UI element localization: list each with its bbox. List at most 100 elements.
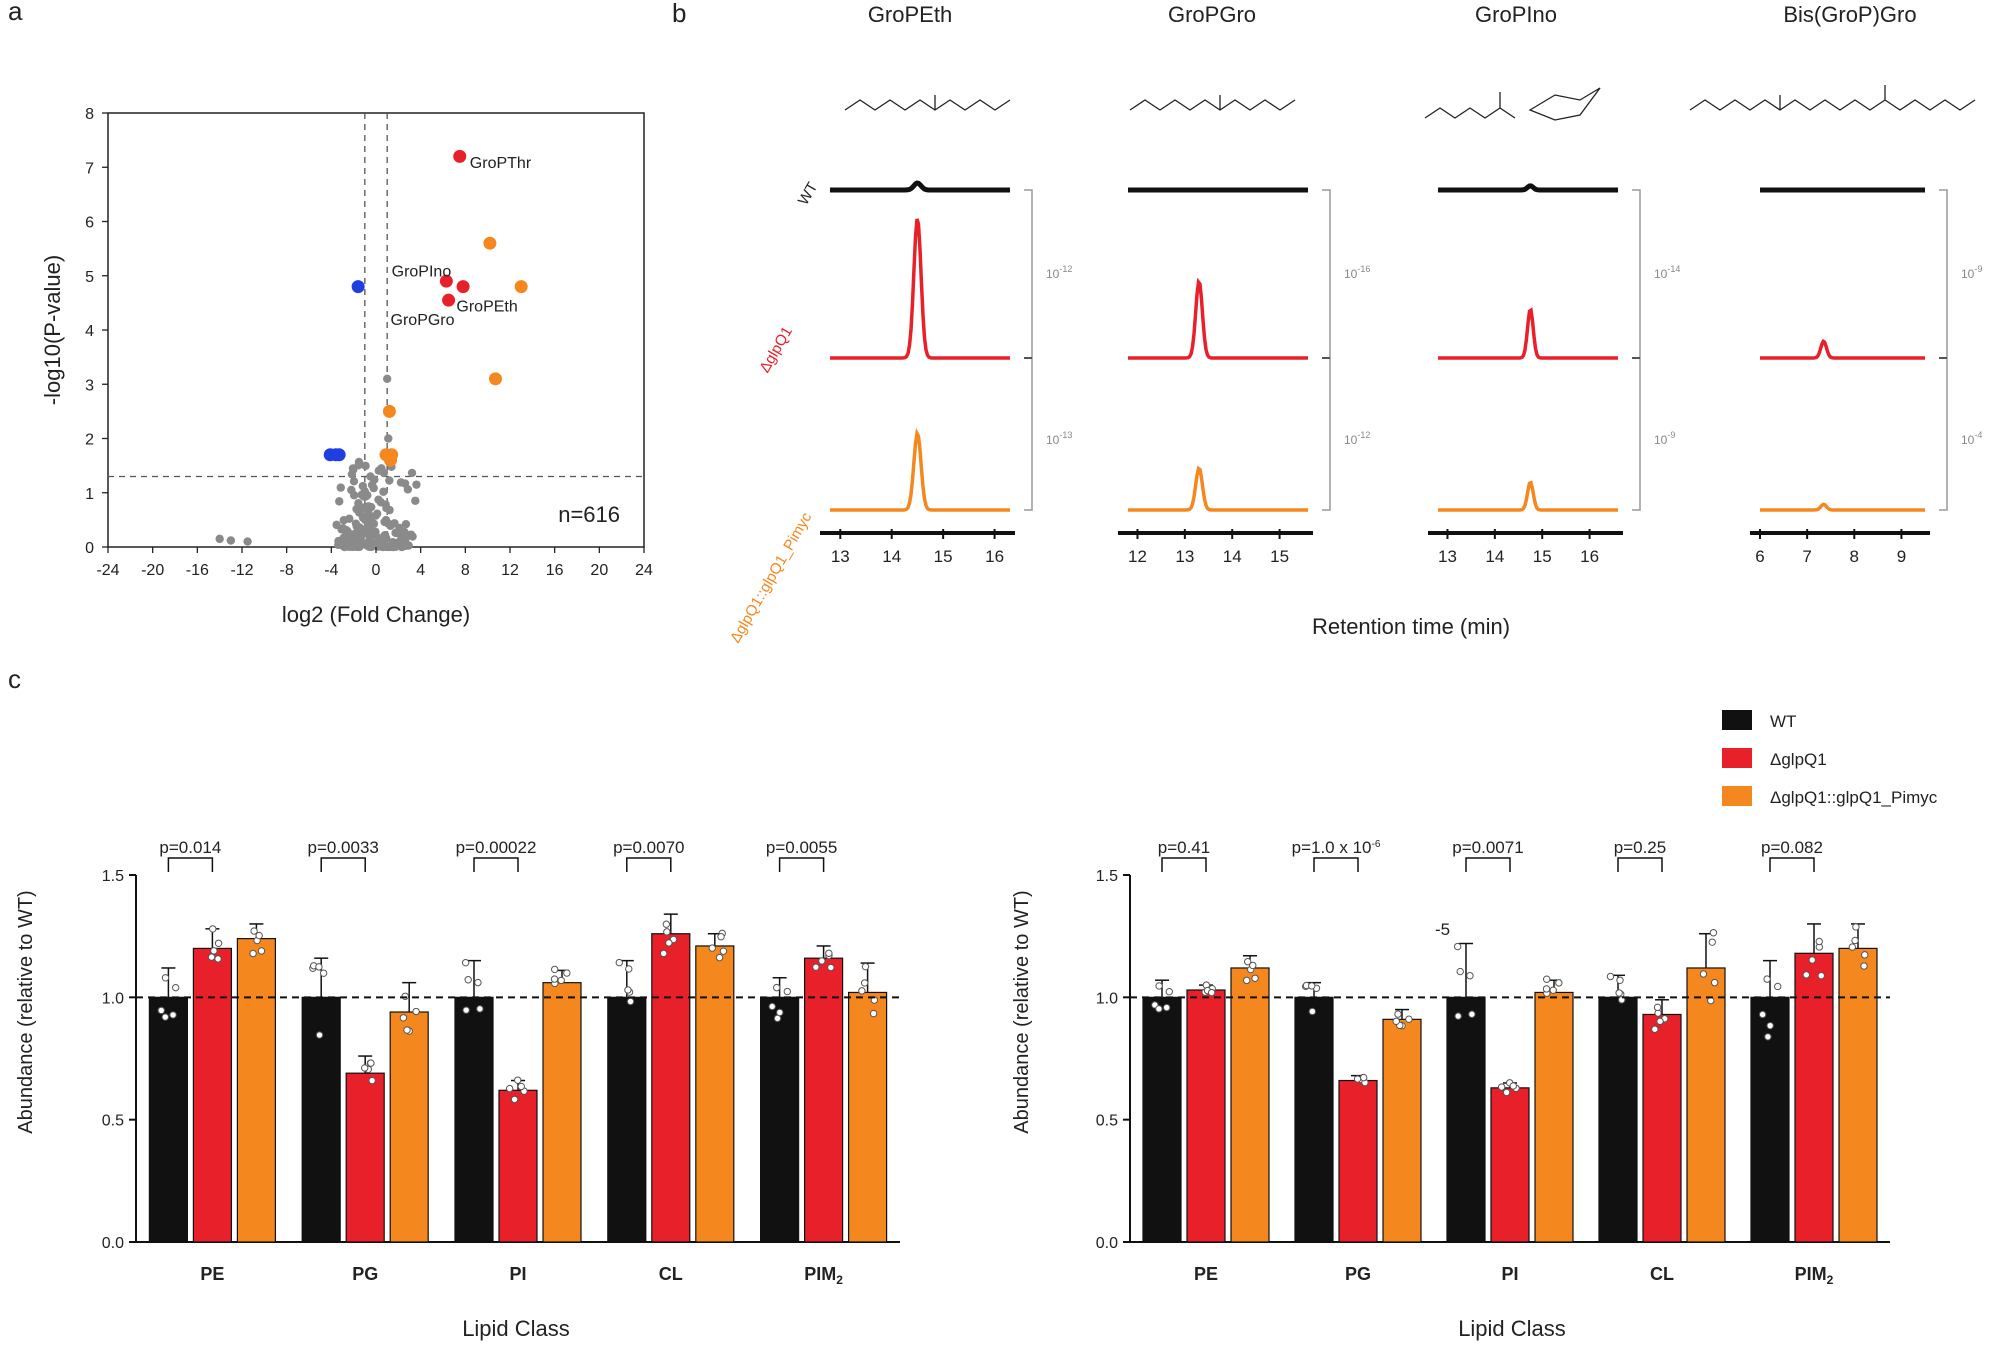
replicate-point bbox=[1707, 996, 1715, 1005]
y-tick-label: 0.5 bbox=[1096, 1113, 1118, 1130]
pvalue-label: p=0.0070 bbox=[613, 838, 684, 857]
point-grey bbox=[345, 514, 354, 523]
replicate-point bbox=[550, 975, 559, 983]
legend-label-ko: ΔglpQ1 bbox=[1770, 750, 1827, 769]
replicate-point bbox=[1249, 961, 1257, 970]
point-grey bbox=[371, 511, 381, 520]
scale-exponent-upper: -12 bbox=[1059, 264, 1072, 274]
replicate-point bbox=[514, 1076, 522, 1084]
replicate-point bbox=[1394, 1010, 1402, 1018]
replicate-point bbox=[1861, 951, 1869, 959]
trace-row-1 bbox=[830, 218, 1010, 360]
x-tick-label: 24 bbox=[635, 562, 653, 579]
point-grey bbox=[336, 483, 345, 492]
replicate-point bbox=[557, 976, 565, 985]
x-tick-label: 8 bbox=[461, 562, 470, 579]
replicate-point bbox=[624, 986, 632, 994]
bars-right-ylabel: Abundance (relative to WT) bbox=[1011, 890, 1033, 1133]
molecule-structures bbox=[844, 85, 1976, 121]
bar-ΔglpQ1 bbox=[803, 957, 844, 1243]
pvalue-bracket bbox=[167, 857, 214, 872]
legend-swatch-wt bbox=[1722, 710, 1752, 730]
replicate-point bbox=[1308, 982, 1316, 990]
bar-WT bbox=[759, 996, 800, 1243]
point-grey bbox=[379, 487, 388, 496]
point-grey bbox=[406, 530, 416, 539]
replicate-point bbox=[464, 976, 472, 984]
replicate-point bbox=[1155, 982, 1163, 990]
x-tick-label: 4 bbox=[416, 562, 425, 579]
scale-label-upper: 10-16 bbox=[1344, 264, 1370, 281]
replicate-point bbox=[1710, 978, 1719, 987]
replicate-point bbox=[625, 965, 633, 973]
replicate-point bbox=[1155, 1005, 1163, 1013]
point-blue bbox=[351, 280, 365, 294]
point-grey bbox=[412, 480, 421, 489]
point-grey bbox=[374, 466, 383, 475]
bar-ΔglpQ1::glpQ1_Pimyc bbox=[1382, 1018, 1422, 1243]
replicate-point bbox=[858, 987, 866, 995]
replicate-point bbox=[1165, 987, 1173, 996]
replicate-point bbox=[665, 939, 673, 947]
bar-ΔglpQ1::glpQ1_Pimyc bbox=[1686, 967, 1726, 1243]
bar-ΔglpQ1 bbox=[1186, 989, 1226, 1243]
replicate-point bbox=[1453, 942, 1462, 951]
replicate-point bbox=[1709, 929, 1718, 937]
replicate-point bbox=[169, 1011, 177, 1019]
replicate-point bbox=[1251, 974, 1259, 982]
replicate-point bbox=[818, 957, 826, 965]
replicate-point bbox=[315, 963, 323, 971]
replicate-point bbox=[1653, 1003, 1662, 1012]
replicate-point bbox=[1851, 936, 1859, 945]
y-tick-label: 5 bbox=[85, 269, 94, 286]
chrom-x-tick-label: 8 bbox=[1850, 547, 1859, 566]
replicate-point bbox=[367, 1059, 375, 1067]
replicate-point bbox=[663, 928, 671, 936]
replicate-point bbox=[772, 983, 781, 992]
pvalue-bracket bbox=[473, 857, 519, 872]
category-label: PE bbox=[1194, 1264, 1218, 1284]
replicate-point bbox=[659, 949, 668, 958]
bar-ΔglpQ1 bbox=[1490, 1087, 1530, 1243]
replicate-point bbox=[249, 949, 257, 958]
replicate-point bbox=[1555, 979, 1563, 987]
replicate-point bbox=[1243, 957, 1252, 966]
point-grey bbox=[363, 491, 372, 500]
row-label-ko: ΔglpQ1 bbox=[756, 324, 796, 376]
replicate-point bbox=[157, 1006, 165, 1015]
volcano-xlabel: log2 (Fold Change) bbox=[282, 602, 470, 627]
molecule-groPGro bbox=[1129, 95, 1296, 111]
panel-label-c: c bbox=[8, 664, 21, 694]
trace-row-2 bbox=[1760, 502, 1925, 512]
point-grey bbox=[364, 502, 373, 511]
replicate-point bbox=[412, 1007, 420, 1016]
replicate-point bbox=[257, 947, 266, 955]
replicate-point bbox=[615, 958, 623, 967]
point-grey bbox=[243, 537, 252, 546]
chrom-x-tick-label: 14 bbox=[882, 547, 901, 566]
pvalue-bracket bbox=[320, 857, 366, 872]
replicate-point bbox=[505, 1084, 514, 1093]
chromatogram-panel-1: GroPGro 10-16 10-12 12 13 14 15 bbox=[1118, 2, 1370, 566]
bar-ΔglpQ1::glpQ1_Pimyc bbox=[1838, 947, 1878, 1243]
replicate-point bbox=[1615, 989, 1623, 997]
point-grey bbox=[349, 477, 359, 486]
chrom-x-tick-label: 6 bbox=[1755, 547, 1764, 566]
category-label: PE bbox=[200, 1264, 224, 1284]
category-label: PIM2 bbox=[1795, 1264, 1834, 1287]
bar-ΔglpQ1 bbox=[345, 1072, 385, 1243]
pvalue-label: p=0.082 bbox=[1761, 838, 1823, 857]
bar-ΔglpQ1 bbox=[1338, 1079, 1378, 1243]
pvalue-exponent: -6 bbox=[1371, 839, 1380, 850]
scale-bracket bbox=[1322, 189, 1331, 511]
bar-ΔglpQ1::glpQ1_Pimyc bbox=[542, 982, 582, 1243]
replicate-point bbox=[315, 1031, 324, 1039]
bars-left-xlabel: Lipid Class bbox=[462, 1316, 570, 1341]
bar-ΔglpQ1 bbox=[1794, 952, 1834, 1243]
replicate-point bbox=[1502, 1088, 1511, 1097]
y-tick-label: 0.5 bbox=[102, 1113, 124, 1130]
chrom-title: GroPIno bbox=[1475, 2, 1557, 27]
replicate-point bbox=[1848, 943, 1856, 951]
pvalue-label: p=0.0071 bbox=[1452, 838, 1523, 857]
pvalue-label: p=0.41 bbox=[1158, 838, 1210, 857]
